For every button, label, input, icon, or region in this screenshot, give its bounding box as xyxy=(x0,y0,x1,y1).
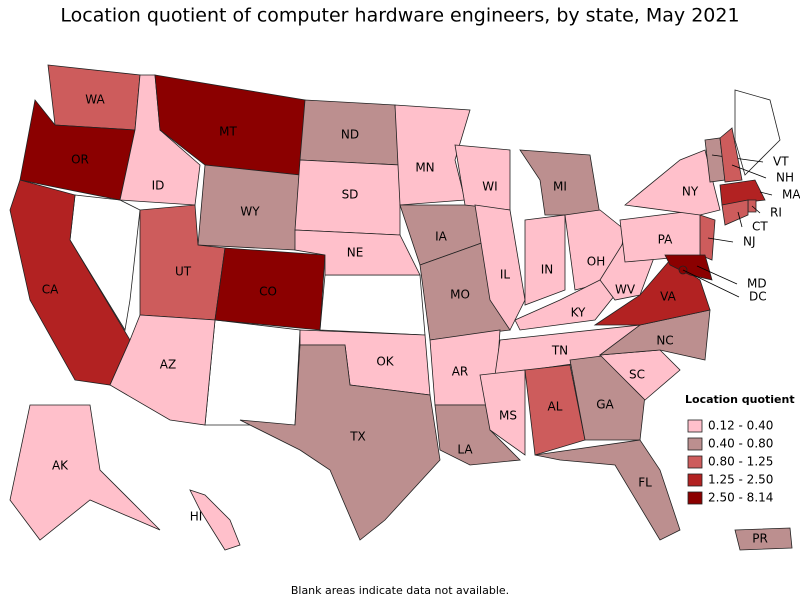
state-nc xyxy=(598,309,711,361)
state-tx xyxy=(239,344,441,541)
state-az xyxy=(109,314,216,426)
state-label: WY xyxy=(240,205,260,219)
state-label: AK xyxy=(52,459,69,473)
state-nm xyxy=(204,319,301,426)
state-label: VA xyxy=(660,290,676,304)
state-label: RI xyxy=(770,206,782,220)
state-label: IA xyxy=(435,230,448,244)
state-label: PR xyxy=(752,532,768,546)
state-label: CT xyxy=(752,220,768,234)
state-label: OK xyxy=(376,355,394,369)
state-label: LA xyxy=(457,443,473,457)
state-label: DC xyxy=(749,290,767,304)
state-ny xyxy=(624,149,721,216)
state-label: ND xyxy=(341,128,359,142)
leader-line xyxy=(731,164,767,179)
legend-swatch xyxy=(687,419,703,433)
state-label: SD xyxy=(342,188,359,202)
state-label: MA xyxy=(782,188,800,202)
state-label: OH xyxy=(587,255,605,269)
state-nh xyxy=(719,127,743,183)
legend-label: 0.12 - 0.40 xyxy=(708,419,773,433)
note: Blank areas indicate data not available. xyxy=(291,584,509,597)
state-label: WA xyxy=(85,93,105,107)
state-label: MI xyxy=(553,180,567,194)
legend-label: 1.25 - 2.50 xyxy=(708,473,773,487)
state-label: MS xyxy=(499,409,517,423)
state-label: MD xyxy=(747,277,767,291)
state-label: GA xyxy=(596,398,614,412)
state-hi xyxy=(189,489,241,551)
state-md xyxy=(664,254,713,281)
state-il xyxy=(474,204,526,331)
state-label: NE xyxy=(347,246,364,260)
leader-line xyxy=(707,237,734,243)
state-label: NY xyxy=(682,185,699,199)
state-ak xyxy=(9,404,161,541)
state-label: IN xyxy=(541,263,554,277)
state-label: PA xyxy=(658,233,673,247)
state-label: MN xyxy=(415,161,434,175)
state-mn xyxy=(394,104,471,206)
state-in xyxy=(524,214,566,306)
state-label: WV xyxy=(615,283,636,297)
state-label: MO xyxy=(450,288,470,302)
legend-label: 2.50 - 8.14 xyxy=(708,491,773,505)
legend-swatch xyxy=(687,473,703,487)
state-ct xyxy=(721,199,749,226)
state-label: IL xyxy=(500,268,511,282)
state-label: NC xyxy=(656,334,673,348)
state-co xyxy=(214,247,326,331)
state-label: AR xyxy=(452,365,469,379)
legend-swatch xyxy=(687,437,703,451)
state-label: MT xyxy=(219,125,237,139)
state-label: TN xyxy=(551,344,568,358)
state-pr xyxy=(734,527,793,551)
map-title: Location quotient of computer hardware e… xyxy=(60,5,739,27)
legend-label: 0.80 - 1.25 xyxy=(708,455,773,469)
state-ms xyxy=(479,369,526,456)
leader-line xyxy=(737,211,743,228)
state-label: SC xyxy=(629,368,645,382)
state-fl xyxy=(534,439,681,541)
legend-label: 0.40 - 0.80 xyxy=(708,437,773,451)
state-label: UT xyxy=(175,265,192,279)
state-label: VT xyxy=(773,155,789,169)
state-label: WI xyxy=(482,180,497,194)
blank-states xyxy=(69,89,781,426)
legend-swatch xyxy=(687,491,703,505)
state-label: NJ xyxy=(743,235,756,249)
state-label: CO xyxy=(259,285,277,299)
leader-line xyxy=(751,205,761,214)
state-label: HI xyxy=(190,510,203,524)
state-label: OR xyxy=(71,153,89,167)
legend-swatch xyxy=(687,455,703,469)
state-label: CA xyxy=(42,283,59,297)
state-label: NH xyxy=(776,171,794,185)
leader-line xyxy=(682,269,740,298)
state-label: KY xyxy=(571,306,586,320)
state-label: FL xyxy=(638,476,652,490)
state-label: ID xyxy=(152,179,165,193)
state-nj xyxy=(699,214,716,261)
legend-title: Location quotient xyxy=(685,393,795,406)
state-ks xyxy=(319,274,426,336)
state-label: TX xyxy=(349,430,366,444)
leader-line xyxy=(759,191,773,196)
leader-line xyxy=(696,265,738,285)
state-label: AZ xyxy=(160,358,176,372)
state-label: AL xyxy=(548,400,563,414)
state-ne xyxy=(294,229,421,276)
state-me xyxy=(734,89,781,176)
state-ma xyxy=(719,179,766,206)
